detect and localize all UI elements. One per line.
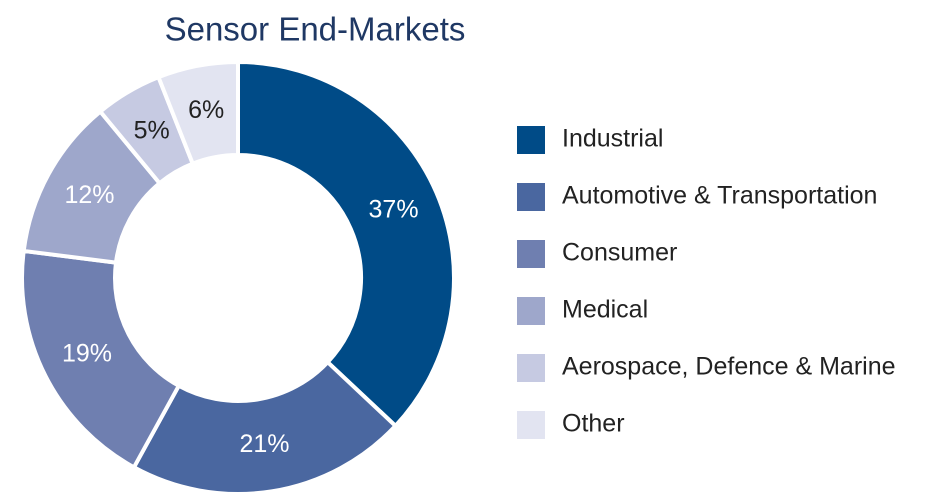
legend-swatch [517, 297, 545, 325]
legend-label: Industrial [562, 125, 663, 153]
data-label: 21% [239, 430, 289, 458]
legend-label: Other [562, 410, 625, 438]
legend-label: Consumer [562, 239, 677, 267]
legend-swatch [517, 411, 545, 439]
slice [20, 248, 182, 470]
data-label: 5% [134, 117, 170, 145]
data-label: 12% [64, 181, 114, 209]
legend-label: Automotive & Transportation [562, 182, 877, 210]
legend-label: Medical [562, 296, 648, 324]
data-label: 19% [62, 340, 112, 368]
chart-title: Sensor End-Markets [165, 11, 466, 48]
data-label: 6% [188, 96, 224, 124]
slice [131, 359, 399, 496]
slice [155, 59, 240, 167]
slice [236, 59, 456, 429]
legend-label: Aerospace, Defence & Marine [562, 353, 896, 381]
legend-swatch [517, 240, 545, 268]
legend-swatch [517, 183, 545, 211]
legend-swatch [517, 354, 545, 382]
legend-swatch [517, 126, 545, 154]
data-label: 37% [369, 195, 419, 223]
